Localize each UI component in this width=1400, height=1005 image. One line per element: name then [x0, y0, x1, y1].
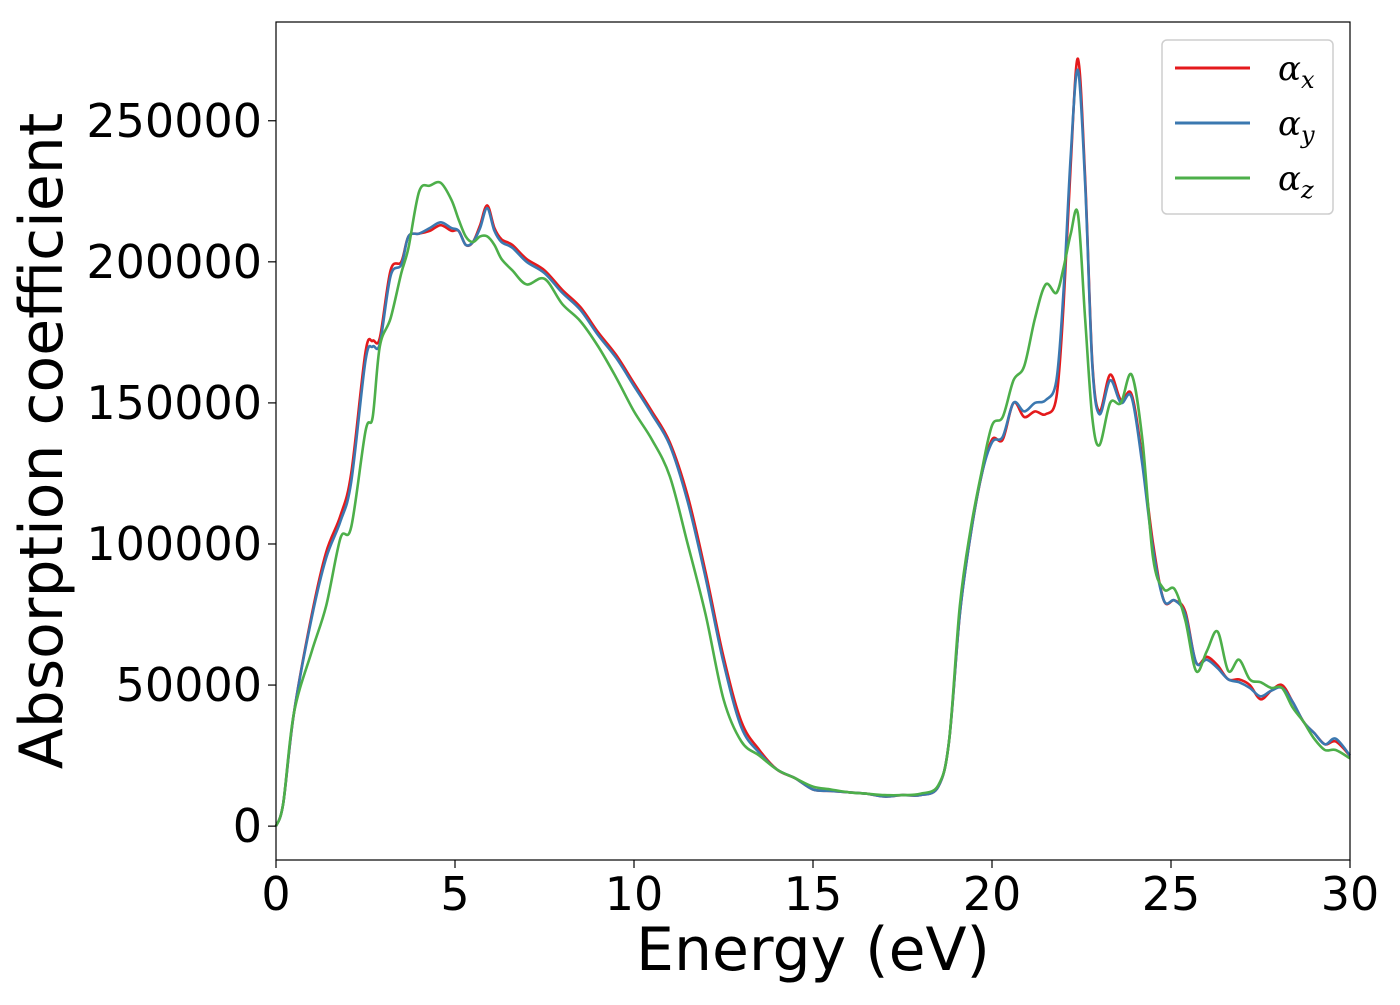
x-tick-label: 30 — [1321, 867, 1380, 921]
series-line-z — [274, 180, 1351, 827]
y-tick-label: 0 — [233, 799, 262, 853]
x-tick-label: 15 — [784, 867, 843, 921]
y-axis: 0 50000 100000 150000 200000 250000 — [86, 94, 276, 853]
series-layer — [274, 57, 1352, 827]
y-axis-title: Absorption coefficient — [7, 113, 77, 770]
x-axis-title: Energy (eV) — [636, 915, 990, 985]
legend-label-x: αx — [1278, 49, 1315, 94]
x-axis: 0 5 10 15 20 25 30 — [261, 860, 1379, 921]
x-tick-label: 10 — [605, 867, 664, 921]
x-tick-label: 0 — [261, 867, 290, 921]
legend-label-z: αz — [1278, 159, 1314, 204]
y-tick-label: 100000 — [86, 517, 262, 571]
x-tick-label: 5 — [440, 867, 469, 921]
legend-label-y: αy — [1278, 104, 1315, 149]
y-tick-label: 50000 — [116, 658, 262, 712]
y-tick-label: 200000 — [86, 235, 262, 289]
y-tick-label: 150000 — [86, 376, 262, 430]
legend: αx αy αz — [1161, 39, 1334, 215]
legend-box — [1161, 39, 1334, 215]
y-tick-label: 250000 — [86, 94, 262, 148]
x-tick-label: 25 — [1142, 867, 1201, 921]
x-tick-label: 20 — [963, 867, 1022, 921]
